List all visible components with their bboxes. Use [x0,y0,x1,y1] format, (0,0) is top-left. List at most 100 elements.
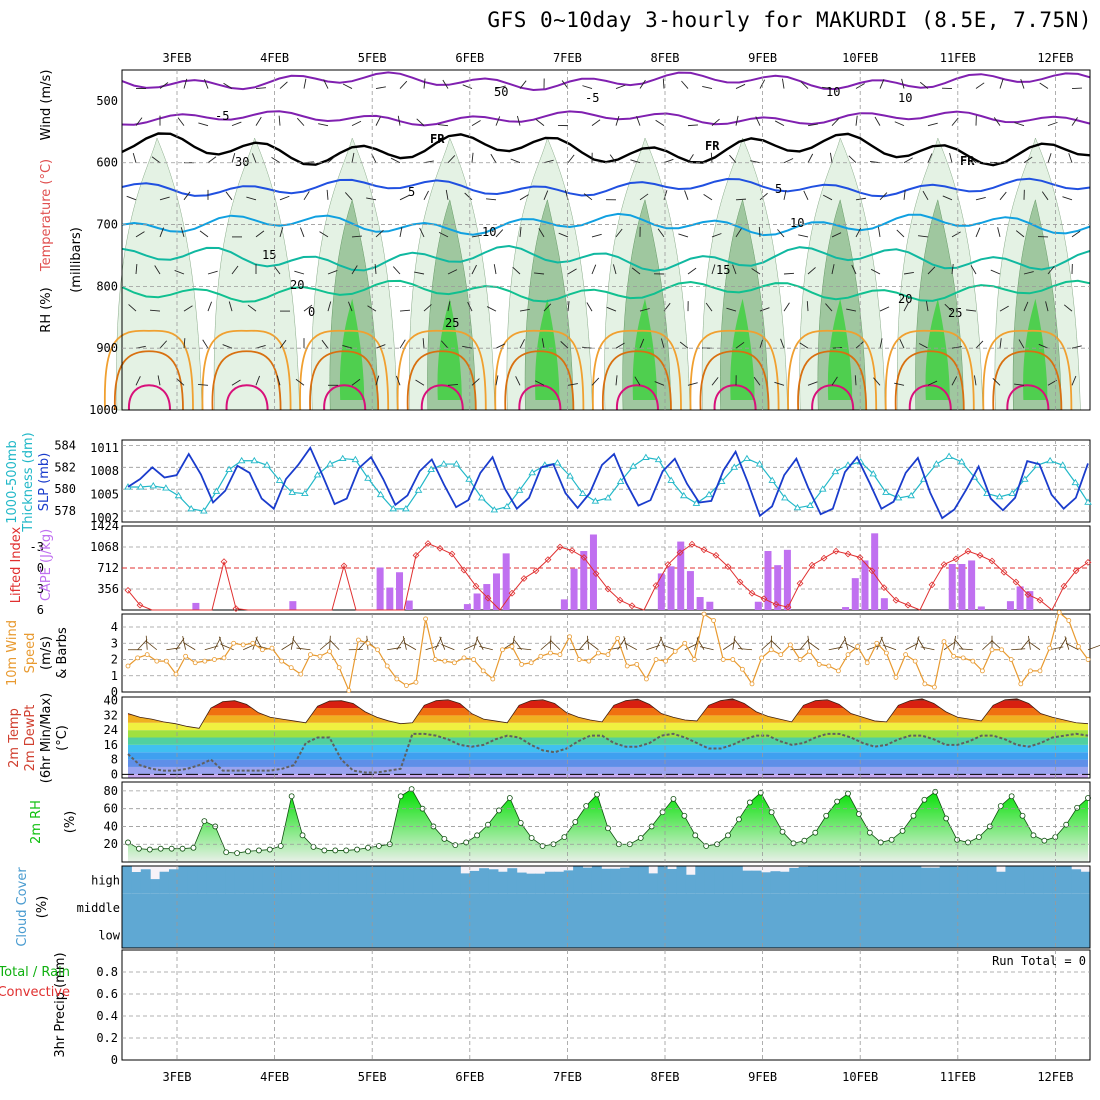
wind-barb [975,227,981,238]
wind-barb [399,80,408,89]
lifted-index-point [928,581,936,589]
rh-point [757,789,764,796]
wind-barb [951,264,954,275]
wind-barb-10m [434,636,442,650]
cloud-high-bar [328,866,339,894]
rh-point [343,847,350,854]
lifted-index-point [772,601,780,608]
precip-tick-label: 0.6 [96,987,118,1001]
thickness-point [882,488,890,495]
temp2m-label-b: 2m DewPt [23,705,38,772]
wind-barb [327,269,338,275]
contour-label: 20 [898,292,912,306]
wind-barb [515,376,521,386]
rh-shade-dark [632,298,657,400]
wind-speed-point [307,652,313,658]
rh-shade-dark [925,298,950,400]
rh-shade-dark [827,298,853,400]
cloud-high-bar [300,866,311,894]
wind-barb [493,264,497,275]
wind-barb [366,197,377,201]
wind-barb-10m [738,648,753,651]
lifted-index-point [880,584,888,591]
cloud-high-bar [911,866,922,894]
date-label-bottom: 4FEB [260,1070,289,1084]
cape-bar [463,604,471,610]
cape-bar [580,551,588,610]
temp-band [128,752,1088,760]
rh-point [637,835,644,841]
date-label-top: 10FEB [842,51,878,65]
temp-contour-25 [494,329,585,411]
cloud-high-bar [178,866,189,894]
lifted-index-point [736,578,744,586]
cloud-high-bar [676,866,687,894]
wind-barb [327,301,332,312]
rh-point [517,819,524,826]
rh-point [506,795,513,801]
thickness-point [705,490,713,498]
thickness-point [1021,475,1029,482]
rh-point [954,836,960,843]
wind-barb [247,304,257,312]
lifted-index-point [436,545,444,552]
wind-speed-point [259,647,265,653]
temp-contour-30 [406,350,477,411]
lifted-index-point [688,540,696,548]
wind-barb [735,341,745,349]
wind-frame [121,613,1091,693]
wind-barb [519,308,530,312]
cloud-high-bar [657,866,668,894]
wind-barb [279,195,290,201]
wind-10m-panel: 0 1 2 3 4 [111,609,1100,699]
wind-barb [899,338,905,349]
wind-barb [351,120,362,127]
temp-tick-label: 8 [111,753,118,767]
rh-point [168,845,175,852]
wind-barb-10m [479,645,493,651]
wind-barb [951,346,962,349]
precip-label-b: Convective [0,985,70,1000]
temp-contour [121,71,1091,92]
rh-point [266,846,273,853]
wind-speed-line [127,611,1089,693]
wind-barb [873,377,881,386]
date-label-bottom: 6FEB [455,1070,484,1084]
wind-barb [132,152,137,163]
lifted-index-point [712,552,720,559]
rh-point [190,844,197,851]
cape-tick-label: 712 [97,561,119,575]
wind-barb-10m [624,642,637,651]
lifted-index-point [520,575,528,582]
cape-bar [977,606,985,610]
wind-speed-point [663,658,668,664]
cloud-high-bar [422,866,433,894]
wind-barb-10m [828,646,843,651]
cloud-high-bar [610,868,621,894]
wind-barb [1071,87,1083,89]
wind-barb [855,197,866,201]
wind-barb [822,86,833,89]
wind-barb-10m [732,635,736,650]
lifted-index-point [796,580,804,587]
temp-contour-25 [787,329,878,411]
temp-band [128,715,1088,723]
run-total-label: Run Total = 0 [992,954,1086,968]
cloud-high-bar [159,871,170,894]
wind-barb [631,267,641,275]
wind-speed-point [548,650,553,656]
wind-barb-10m [441,644,455,651]
wind-barb [993,117,1001,126]
wind-barb [318,123,329,127]
wind-barb [822,194,833,201]
thickness-tick-label: 580 [54,482,76,496]
cape-bar [706,601,714,610]
wind-speed-point [951,653,956,659]
rh-point [877,839,884,846]
wind-barb [901,78,905,89]
lifted-index-point [844,550,852,558]
cloud-high-bar [356,866,367,894]
wind-barb [774,120,785,127]
lifted-index-point [832,547,840,555]
wind-barb [471,120,481,127]
